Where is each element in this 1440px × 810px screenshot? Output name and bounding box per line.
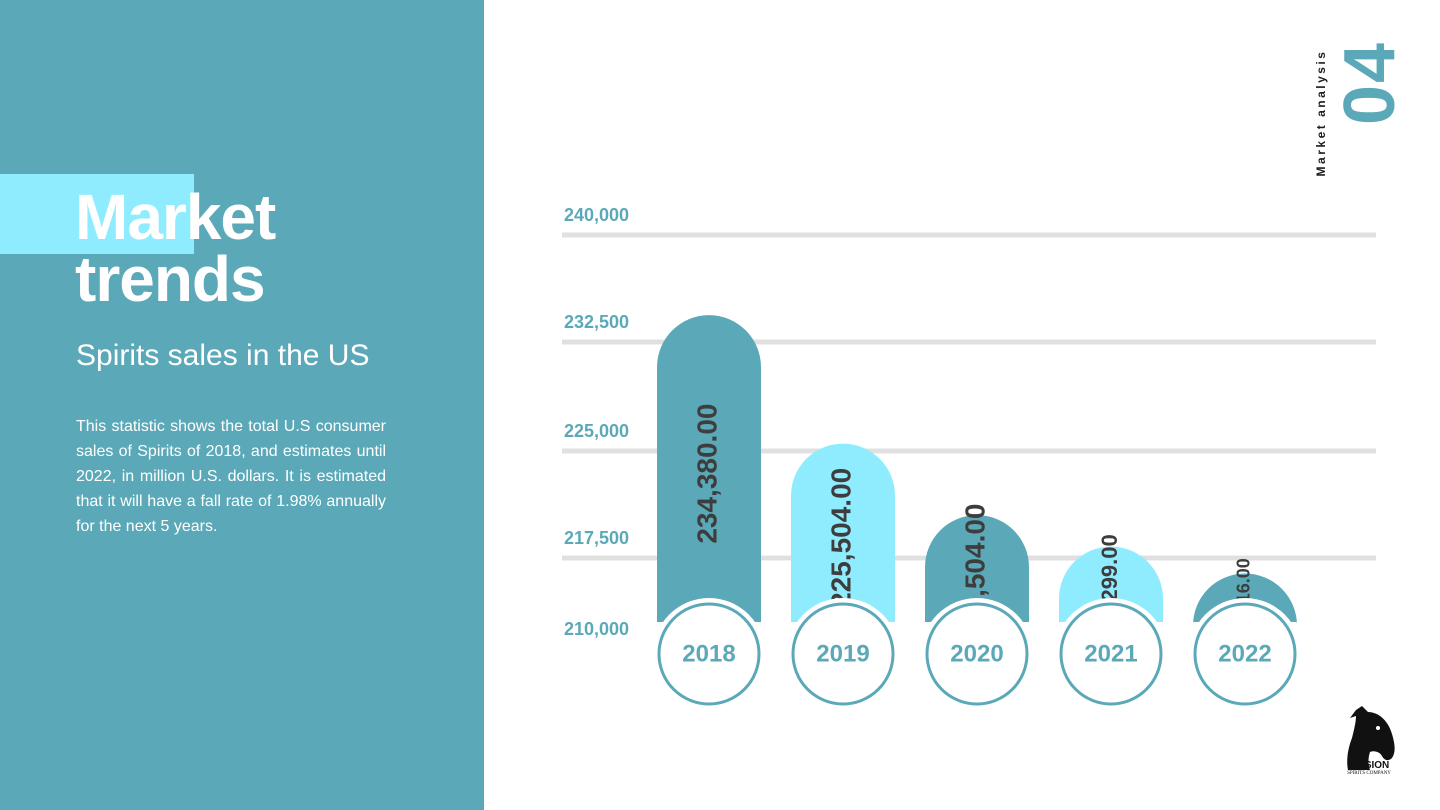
section-number-text: 04 (1330, 40, 1410, 125)
bar-2019 (791, 443, 895, 622)
y-tick-label: 217,500 (564, 528, 629, 548)
slide-description: This statistic shows the total U.S consu… (76, 418, 386, 535)
horse-head-icon (1347, 706, 1395, 770)
year-circle (1193, 602, 1297, 706)
year-circle (925, 602, 1029, 706)
bar-2020 (925, 515, 1029, 622)
logo-tagline: SPIRITS COMPANY (1347, 771, 1391, 776)
logo-name: FRISION (1348, 760, 1390, 771)
y-tick-label: 240,000 (564, 205, 629, 225)
x-category-label: 2021 (1084, 640, 1137, 667)
x-category-label: 2020 (950, 640, 1003, 667)
slide-subtitle: Spirits sales in the US (76, 339, 370, 372)
bar-2018 (657, 315, 761, 622)
section-label: Market analysis (1314, 40, 1328, 185)
slide-title: Market trends (75, 181, 276, 315)
y-tick-label: 232,500 (564, 312, 629, 332)
slide-title-line2: trends (75, 243, 266, 315)
section-number: 04 (1330, 25, 1410, 140)
y-tick-label: 210,000 (564, 619, 629, 639)
bar-value-label: 225,504.00 (825, 468, 856, 608)
year-circle (657, 602, 761, 706)
y-tick-label: 225,000 (564, 421, 629, 441)
bar-value-label: 234,380.00 (691, 404, 722, 544)
sales-bar-chart: 240,000 232,500 225,000 217,500 210,000 234,3… (562, 205, 1376, 710)
x-category-label: 2019 (816, 640, 869, 667)
bar-2021 (1059, 546, 1163, 622)
left-panel: Market trends Spirits sales in the US Th… (0, 0, 484, 810)
slide-title-line1: Market (75, 181, 276, 253)
x-category-label: 2018 (682, 640, 735, 667)
section-label-text: Market analysis (1314, 49, 1328, 176)
title-highlight (0, 174, 194, 254)
year-circle (1059, 602, 1163, 706)
x-category-label: 2022 (1218, 640, 1271, 667)
year-circle (791, 602, 895, 706)
